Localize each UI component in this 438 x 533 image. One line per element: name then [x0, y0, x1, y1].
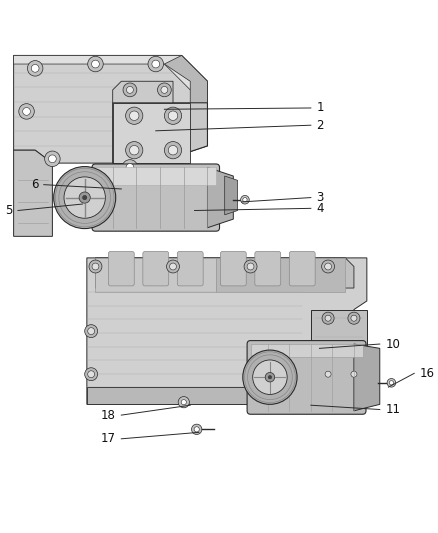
Circle shape [79, 192, 90, 203]
Circle shape [92, 263, 99, 270]
Circle shape [247, 263, 254, 270]
Polygon shape [113, 103, 208, 172]
Text: 6: 6 [31, 178, 38, 191]
Circle shape [322, 312, 334, 324]
Circle shape [243, 198, 247, 202]
Circle shape [243, 350, 297, 405]
Circle shape [178, 397, 189, 408]
Circle shape [348, 312, 360, 324]
Text: 17: 17 [101, 432, 116, 445]
Circle shape [240, 196, 249, 204]
Polygon shape [251, 344, 363, 357]
Circle shape [325, 315, 331, 321]
Circle shape [148, 56, 163, 72]
Polygon shape [354, 344, 380, 411]
Circle shape [19, 103, 34, 119]
Circle shape [88, 56, 103, 72]
Circle shape [126, 107, 143, 124]
Polygon shape [14, 55, 208, 172]
Circle shape [191, 424, 202, 434]
Polygon shape [311, 310, 367, 387]
Circle shape [45, 151, 60, 166]
Polygon shape [208, 167, 233, 228]
Polygon shape [87, 258, 367, 405]
FancyBboxPatch shape [92, 164, 219, 231]
Circle shape [158, 83, 171, 97]
Circle shape [253, 360, 287, 394]
Circle shape [265, 373, 275, 382]
Circle shape [54, 166, 116, 229]
FancyBboxPatch shape [108, 252, 134, 286]
Circle shape [325, 263, 332, 270]
Text: 3: 3 [316, 191, 324, 204]
Circle shape [181, 400, 186, 405]
FancyBboxPatch shape [255, 252, 281, 286]
Circle shape [130, 111, 139, 120]
Circle shape [89, 260, 102, 273]
Circle shape [351, 371, 357, 377]
Polygon shape [14, 150, 53, 236]
Circle shape [166, 260, 180, 273]
Circle shape [164, 107, 182, 124]
Circle shape [164, 142, 182, 159]
Text: 10: 10 [385, 337, 400, 351]
Circle shape [194, 427, 199, 432]
Circle shape [389, 381, 394, 385]
Polygon shape [113, 103, 190, 163]
Polygon shape [164, 55, 208, 146]
Text: 18: 18 [101, 409, 116, 422]
Circle shape [88, 328, 95, 335]
Polygon shape [95, 258, 216, 292]
Circle shape [123, 83, 137, 97]
Text: 16: 16 [420, 367, 435, 380]
Circle shape [268, 375, 272, 379]
Circle shape [277, 384, 284, 391]
Circle shape [64, 177, 106, 218]
Circle shape [82, 196, 87, 200]
FancyBboxPatch shape [143, 252, 169, 286]
Circle shape [325, 371, 331, 377]
Polygon shape [113, 81, 173, 103]
Circle shape [126, 164, 134, 171]
Circle shape [170, 263, 177, 270]
Circle shape [127, 86, 134, 93]
Polygon shape [14, 55, 208, 90]
Circle shape [122, 160, 138, 175]
Polygon shape [87, 387, 311, 405]
FancyBboxPatch shape [247, 341, 366, 414]
Polygon shape [216, 258, 345, 292]
Circle shape [152, 60, 159, 68]
FancyBboxPatch shape [220, 252, 246, 286]
Circle shape [244, 260, 257, 273]
Circle shape [85, 325, 98, 337]
Circle shape [168, 111, 178, 120]
FancyBboxPatch shape [290, 252, 315, 286]
Circle shape [168, 146, 178, 155]
Circle shape [387, 378, 396, 387]
Text: 2: 2 [316, 119, 324, 132]
Circle shape [321, 260, 335, 273]
Polygon shape [225, 176, 238, 215]
Circle shape [348, 368, 360, 380]
Text: 1: 1 [316, 101, 324, 115]
Circle shape [92, 60, 99, 68]
Circle shape [322, 368, 334, 380]
Circle shape [31, 64, 39, 72]
Polygon shape [95, 258, 354, 288]
FancyBboxPatch shape [177, 252, 203, 286]
Circle shape [274, 381, 287, 393]
Polygon shape [95, 167, 216, 184]
Circle shape [23, 108, 30, 115]
Circle shape [88, 371, 95, 378]
Circle shape [85, 368, 98, 381]
Text: 5: 5 [5, 204, 12, 217]
Text: 4: 4 [316, 202, 324, 215]
Text: 11: 11 [385, 403, 400, 416]
Circle shape [130, 146, 139, 155]
Circle shape [49, 155, 56, 163]
Circle shape [351, 315, 357, 321]
Circle shape [161, 86, 168, 93]
Circle shape [126, 142, 143, 159]
Circle shape [28, 61, 43, 76]
